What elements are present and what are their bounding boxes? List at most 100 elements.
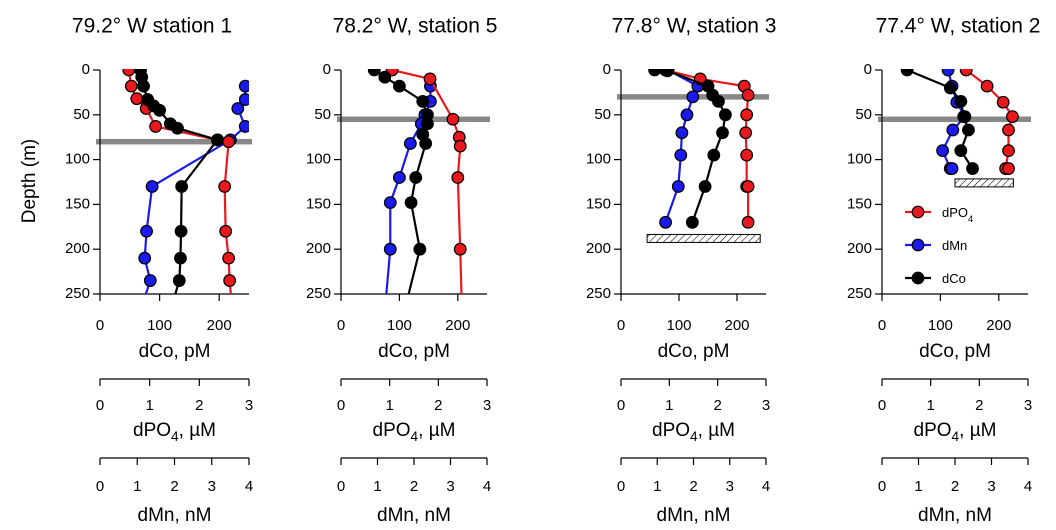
dPO4-axis-label: dPO4, µM	[373, 420, 456, 444]
dCo-point	[712, 94, 725, 108]
y-tick-label: 150	[306, 195, 331, 212]
dPO4-tick-label: 1	[145, 397, 153, 414]
dPO4-tick-label: 3	[483, 397, 491, 414]
dCo-point	[378, 70, 392, 84]
dMn-tick-label: 2	[170, 478, 178, 495]
dCo-axis-label: dCo, pM	[378, 341, 450, 362]
dCo-point	[962, 123, 975, 137]
dCo-point	[719, 108, 732, 122]
legend-entry-dMn: dMn	[905, 238, 967, 253]
dPO4-tick-label: 1	[385, 397, 393, 414]
dMn-point	[383, 242, 397, 256]
series-dCo	[367, 69, 434, 294]
dPO4-tick-label: 2	[195, 397, 203, 414]
dPO4-tick-label: 2	[713, 397, 721, 414]
dPO4-tick-label: 0	[96, 397, 104, 414]
legend-label-main: dMn	[942, 238, 967, 253]
dPO4-point	[423, 72, 437, 86]
panel-title: 77.4° W, station 2	[876, 15, 1041, 38]
dMn-point	[941, 69, 955, 77]
y-tick-label: 200	[65, 240, 90, 257]
dPO4-axis-label-suffix: , µM	[959, 420, 996, 441]
dCo-point	[409, 171, 423, 184]
y-tick-label: 100	[586, 151, 611, 168]
mixed-layer-band	[337, 116, 490, 123]
dMn-point	[145, 180, 159, 193]
dMn-tick-label: 1	[133, 478, 141, 495]
dPO4-point	[223, 274, 237, 287]
dPO4-point	[959, 69, 973, 77]
dCo-point	[153, 103, 167, 117]
sea-floor-bar	[646, 233, 761, 243]
dMn-tick-label: 3	[987, 478, 995, 495]
dPO4-point	[740, 148, 754, 162]
dMn-tick-label: 2	[410, 478, 418, 495]
dMn-tick-label: 2	[951, 478, 959, 495]
y-tick-label: 250	[306, 285, 331, 302]
dPO4-tick-label: 3	[245, 397, 253, 414]
dMn-tick-label: 1	[914, 478, 922, 495]
y-tick-label: 0	[323, 61, 331, 78]
y-tick-label: 250	[586, 285, 611, 302]
dPO4-point	[739, 126, 753, 140]
y-tick-label: 100	[847, 151, 872, 168]
dPO4-tick-label: 2	[434, 397, 442, 414]
dCo-point	[954, 144, 968, 158]
dPO4-point	[130, 92, 144, 106]
dMn-point	[671, 180, 685, 193]
dMn-point	[659, 215, 672, 229]
dMn-tick-label: 4	[1024, 478, 1032, 495]
dMn-tick-label: 3	[446, 478, 454, 495]
dCo-point	[966, 162, 979, 175]
dMn-point	[143, 274, 157, 287]
dCo-point	[413, 242, 427, 256]
dPO4-axis-label-subscript: 4	[952, 429, 960, 444]
dCo-tick-label: 100	[387, 317, 412, 334]
dMn-tick-label: 0	[878, 478, 886, 495]
y-tick-label: 50	[594, 106, 611, 123]
dPO4-point	[1006, 110, 1019, 123]
dPO4-tick-label: 1	[665, 397, 673, 414]
dCo-line	[654, 69, 727, 223]
dMn-point	[238, 93, 249, 106]
legend-marker	[911, 205, 925, 219]
dPO4-axis-label-subscript: 4	[690, 429, 698, 444]
dMn-point	[936, 144, 949, 158]
dPO4-axis-label-suffix: , µM	[698, 420, 735, 441]
y-axis-label: Depth (m)	[19, 139, 40, 223]
dCo-tick-label: 200	[207, 317, 232, 334]
dPO4-point	[446, 112, 460, 126]
dPO4-axis-label-main: dPO	[133, 420, 171, 441]
dCo-point	[943, 81, 957, 95]
dCo-point	[419, 137, 433, 150]
dMn-tick-label: 4	[762, 478, 770, 495]
dMn-axis-label: dMn, nM	[657, 505, 731, 526]
dPO4-point	[1002, 162, 1015, 175]
legend-entry-dPO4: dPO4	[905, 205, 973, 224]
dPO4-tick-label: 0	[337, 397, 345, 414]
dPO4-axis-label-main: dPO	[652, 420, 690, 441]
dPO4-point	[149, 120, 163, 133]
dMn-tick-label: 3	[208, 478, 216, 495]
dCo-point	[685, 215, 699, 229]
series-dPO4	[385, 69, 467, 294]
dPO4-axis-label: dPO4, µM	[914, 420, 997, 444]
y-tick-label: 0	[864, 61, 872, 78]
dPO4-axis-label: dPO4, µM	[652, 420, 735, 444]
dPO4-point	[124, 79, 138, 93]
dMn-point	[138, 251, 152, 265]
dMn-point	[238, 120, 249, 133]
dMn-tick-label: 4	[245, 478, 253, 495]
panel-title: 77.8° W, station 3	[612, 15, 777, 38]
dCo-axis-label: dCo, pM	[139, 341, 211, 362]
dPO4-point	[222, 135, 236, 149]
dMn-tick-label: 2	[689, 478, 697, 495]
series-dCo	[648, 69, 732, 229]
dPO4-tick-label: 0	[878, 397, 886, 414]
dMn-point	[686, 90, 700, 104]
dCo-point	[171, 121, 184, 135]
dMn-tick-label: 1	[653, 478, 661, 495]
dPO4-axis-label: dPO4, µM	[133, 420, 216, 444]
